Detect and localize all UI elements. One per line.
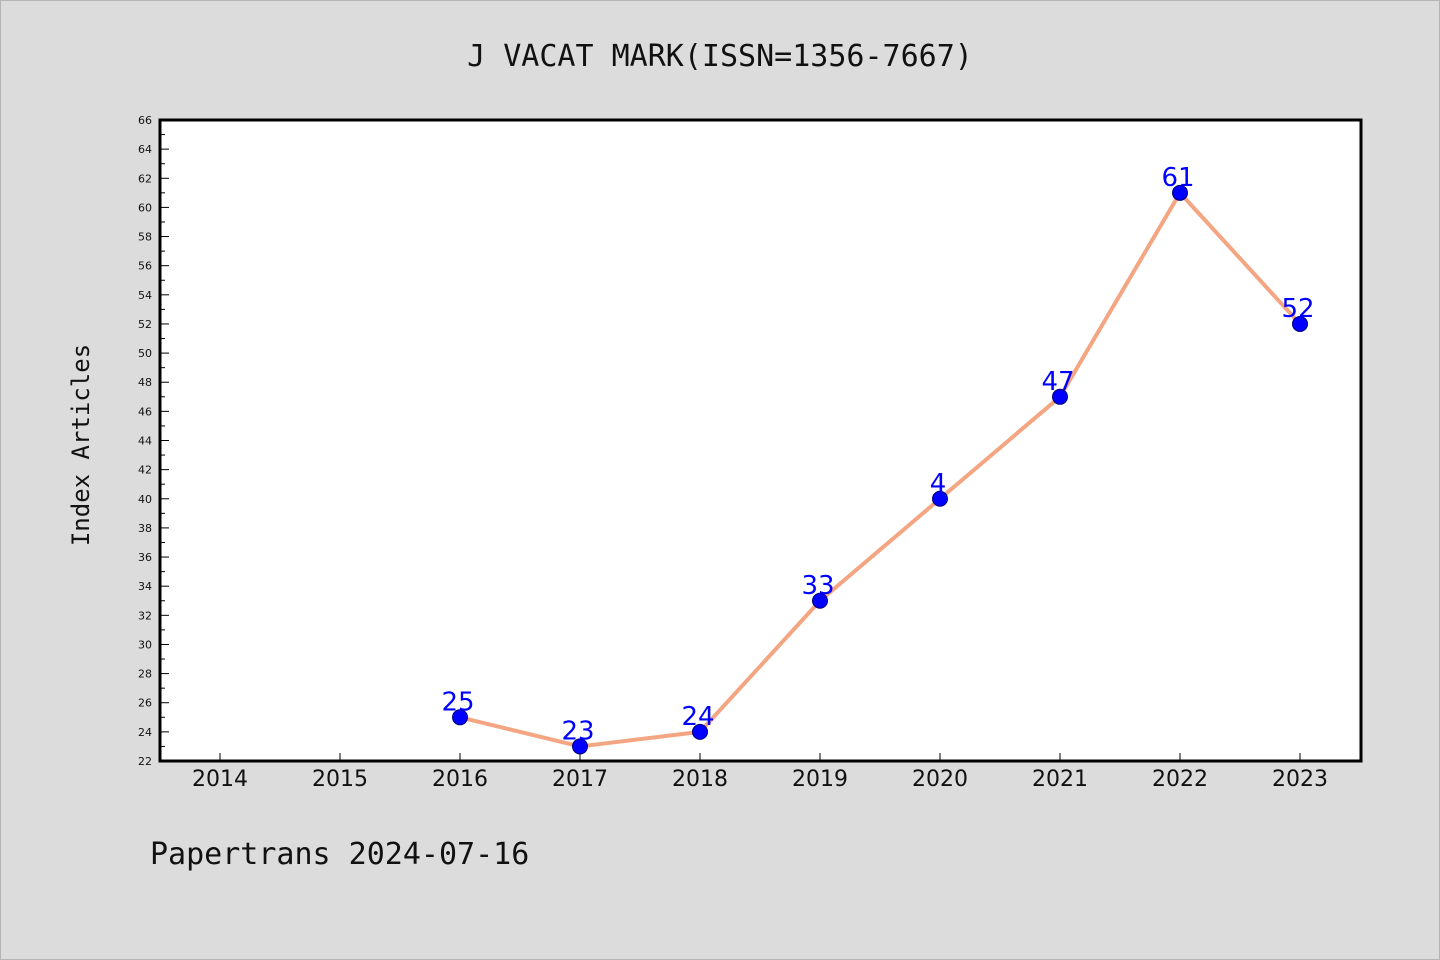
x-tick-label: 2021 [1032,767,1088,792]
y-tick-label: 24 [138,726,152,739]
y-tick-label: 36 [138,551,152,564]
footer-watermark: Papertrans 2024-07-16 [150,837,529,872]
y-tick-label: 42 [138,464,152,477]
y-tick-label: 64 [138,143,152,156]
y-tick-label: 66 [138,114,152,127]
y-tick-label: 44 [138,435,152,448]
data-point [1052,388,1068,405]
y-tick-label: 62 [138,172,152,185]
x-tick-label: 2016 [432,767,488,792]
y-tick-label: 30 [138,638,152,651]
data-label: 24 [681,702,714,732]
data-label: 25 [441,687,474,717]
chart-title: J VACAT MARK(ISSN=1356-7667) [467,39,973,74]
data-point [572,738,588,755]
y-tick-label: 46 [138,405,152,418]
data-label: 33 [801,571,834,601]
y-tick-label: 26 [138,697,152,710]
x-tick-label: 2022 [1152,767,1208,792]
y-tick-label: 38 [138,522,152,535]
data-label: 52 [1281,294,1314,324]
y-tick-label: 48 [138,376,152,389]
data-point [1172,184,1188,201]
data-label: 47 [1041,367,1074,397]
y-tick-label: 56 [138,260,152,273]
x-tick-label: 2019 [792,767,848,792]
y-tick-label: 60 [138,201,152,214]
y-tick-label: 58 [138,231,152,244]
y-tick-label: 34 [138,580,152,593]
data-point [692,723,708,740]
y-tick-label: 22 [138,755,152,768]
y-tick-label: 52 [138,318,152,331]
x-tick-label: 2015 [312,767,368,792]
x-tick-label: 2023 [1272,767,1328,792]
data-point [812,592,828,609]
y-tick-label: 40 [138,493,152,506]
x-tick-label: 2018 [672,767,728,792]
data-point [1292,315,1308,332]
y-tick-label: 28 [138,668,152,681]
data-point [452,709,468,726]
x-tick-label: 2020 [912,767,968,792]
x-tick-label: 2017 [552,767,608,792]
x-tick-label: 2014 [192,767,248,792]
y-tick-label: 50 [138,347,152,360]
x-axis: 2014 2015 2016 2017 2018 2019 2020 2021 2022 2023 [192,753,1328,792]
data-label: 4 [930,469,947,499]
y-axis-label: Index Articles [67,344,95,546]
data-point [932,490,948,507]
data-label: 61 [1161,163,1194,193]
y-axis: 22 24 26 28 30 32 34 36 38 40 42 44 46 48 50 52 54 56 58 60… [138,114,169,768]
data-label: 23 [561,716,594,746]
y-tick-label: 54 [138,289,152,302]
series-line [458,190,1302,749]
series-line-group: 25 23 24 33 4 47 61 52 [441,163,1315,755]
y-tick-label: 32 [138,609,152,622]
